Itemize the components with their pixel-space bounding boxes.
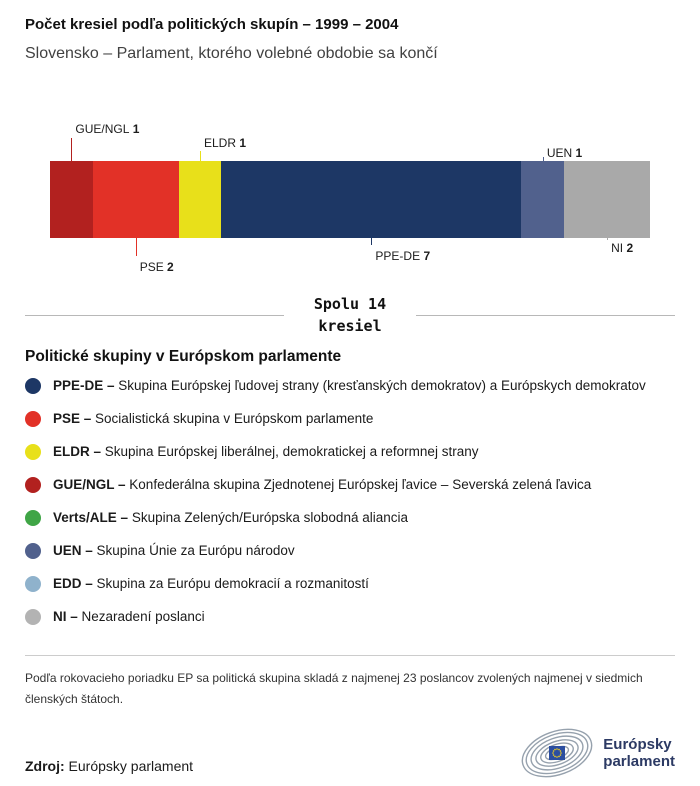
legend-desc: Skupina za Európu demokracií a rozmanito… bbox=[96, 576, 369, 591]
legend-item-label: EDD – Skupina za Európu demokracií a roz… bbox=[53, 576, 369, 591]
legend-item-pse: PSE – Socialistická skupina v Európskom … bbox=[25, 410, 675, 427]
source-label: Zdroj: bbox=[25, 757, 65, 774]
legend-item-gue-ngl: GUE/NGL – Konfederálna skupina Zjednoten… bbox=[25, 476, 675, 493]
footnote-divider bbox=[25, 654, 675, 656]
source-line: Zdroj: Európsky parlament bbox=[25, 758, 193, 774]
source-value: Európsky parlament bbox=[68, 757, 194, 774]
seat-chart: GUE/NGL 1 PSE 2 ELDR 1 PPE-DE 7 UEN 1 NI 2 bbox=[0, 108, 700, 288]
bar-segment-uen[interactable] bbox=[521, 161, 565, 238]
callout-line-ni bbox=[607, 238, 609, 240]
legend-item-label: NI – Nezaradení poslanci bbox=[53, 609, 205, 624]
legend-desc: Konfederálna skupina Zjednotenej Európsk… bbox=[129, 477, 592, 492]
legend-desc: Skupina Únie za Európu národov bbox=[96, 543, 295, 558]
legend-abbr: EDD – bbox=[53, 576, 93, 591]
page-subtitle: Slovensko – Parlament, ktorého volebné o… bbox=[25, 45, 438, 62]
legend-desc: Skupina Európskej liberálnej, demokratic… bbox=[104, 444, 479, 459]
legend-heading: Politické skupiny v Európskom parlamente bbox=[25, 347, 342, 365]
ep-logo: Európsky parlament bbox=[519, 726, 675, 782]
legend-abbr: PPE-DE – bbox=[53, 378, 115, 393]
legend-color-dot bbox=[25, 542, 41, 559]
legend-abbr: UEN – bbox=[53, 543, 93, 558]
callout-line-eldr bbox=[200, 151, 201, 161]
legend-color-dot bbox=[25, 476, 41, 493]
legend-abbr: NI – bbox=[53, 609, 78, 624]
legend-color-dot bbox=[25, 575, 41, 592]
legend-item-ppe-de: PPE-DE – Skupina Európskej ľudovej stran… bbox=[25, 377, 675, 394]
footer: Zdroj: Európsky parlament bbox=[25, 726, 675, 782]
bar-segment-eldr[interactable] bbox=[178, 161, 222, 238]
legend-item-label: UEN – Skupina Únie za Európu národov bbox=[53, 543, 295, 558]
legend-item-eldr: ELDR – Skupina Európskej liberálnej, dem… bbox=[25, 443, 675, 460]
legend-abbr: Verts/ALE – bbox=[53, 510, 129, 525]
bar-segment-ni[interactable] bbox=[564, 161, 650, 238]
legend-item-label: GUE/NGL – Konfederálna skupina Zjednoten… bbox=[53, 477, 591, 492]
bar-segment-pse[interactable] bbox=[92, 161, 179, 238]
legend-item-label: PSE – Socialistická skupina v Európskom … bbox=[53, 411, 373, 426]
legend-item-edd: EDD – Skupina za Európu demokracií a roz… bbox=[25, 575, 675, 592]
divider-line-left bbox=[25, 315, 284, 317]
total-divider: Spolu 14 kresiel bbox=[25, 294, 675, 338]
callout-line-ppe-de bbox=[371, 238, 373, 245]
footnote: Podľa rokovacieho poriadku EP sa politic… bbox=[25, 670, 643, 706]
ep-logo-text-line1: Európsky bbox=[603, 736, 672, 753]
callout-line-uen bbox=[542, 157, 544, 161]
bar-segment-ppe-de[interactable] bbox=[221, 161, 522, 238]
callout-line-gue-ngl bbox=[71, 138, 73, 161]
legend-item-label: Verts/ALE – Skupina Zelených/Európska sl… bbox=[53, 510, 408, 525]
legend-item-ni: NI – Nezaradení poslanci bbox=[25, 608, 675, 625]
ep-logo-icon bbox=[521, 728, 593, 777]
legend-color-dot bbox=[25, 608, 41, 625]
legend-item-label: ELDR – Skupina Európskej liberálnej, dem… bbox=[53, 444, 478, 459]
legend-color-dot bbox=[25, 443, 41, 460]
legend-desc: Nezaradení poslanci bbox=[81, 609, 205, 624]
legend-abbr: ELDR – bbox=[53, 444, 102, 459]
divider-line-right bbox=[416, 315, 675, 317]
bar-segment-gue-ngl[interactable] bbox=[50, 161, 93, 238]
legend-color-dot bbox=[25, 410, 41, 427]
total-seats-label: Spolu 14 kresiel bbox=[284, 294, 416, 338]
bar-label-uen: UEN 1 bbox=[546, 146, 583, 160]
ep-logo-text-line2: parlament bbox=[603, 752, 675, 770]
bar-label-pse: PSE 2 bbox=[139, 260, 174, 274]
bar-label-gue-ngl: GUE/NGL 1 bbox=[75, 122, 140, 136]
bar-label-eldr: ELDR 1 bbox=[204, 136, 247, 150]
legend: PPE-DE – Skupina Európskej ľudovej stran… bbox=[25, 377, 675, 625]
legend-desc: Socialistická skupina v Európskom parlam… bbox=[95, 411, 374, 426]
legend-abbr: GUE/NGL – bbox=[53, 477, 126, 492]
bar-label-ni: NI 2 bbox=[611, 241, 634, 255]
legend-abbr: PSE – bbox=[53, 411, 92, 426]
legend-item-verts-ale: Verts/ALE – Skupina Zelených/Európska sl… bbox=[25, 509, 675, 526]
legend-item-uen: UEN – Skupina Únie za Európu národov bbox=[25, 542, 675, 559]
legend-desc: Skupina Európskej ľudovej strany (kresťa… bbox=[118, 378, 646, 393]
legend-desc: Skupina Zelených/Európska slobodná alian… bbox=[131, 510, 408, 525]
bar-label-ppe-de: PPE-DE 7 bbox=[375, 249, 431, 263]
ep-logo-text: Európsky parlament bbox=[603, 736, 675, 770]
page-title: Počet kresiel podľa politických skupín –… bbox=[25, 16, 399, 33]
total-seats-line1: Spolu 14 bbox=[313, 295, 387, 313]
total-seats-line2: kresiel bbox=[318, 316, 382, 335]
callout-line-pse bbox=[135, 238, 137, 256]
legend-item-label: PPE-DE – Skupina Európskej ľudovej stran… bbox=[53, 378, 646, 393]
stacked-bar bbox=[50, 161, 650, 238]
legend-color-dot bbox=[25, 377, 41, 394]
legend-color-dot bbox=[25, 509, 41, 526]
